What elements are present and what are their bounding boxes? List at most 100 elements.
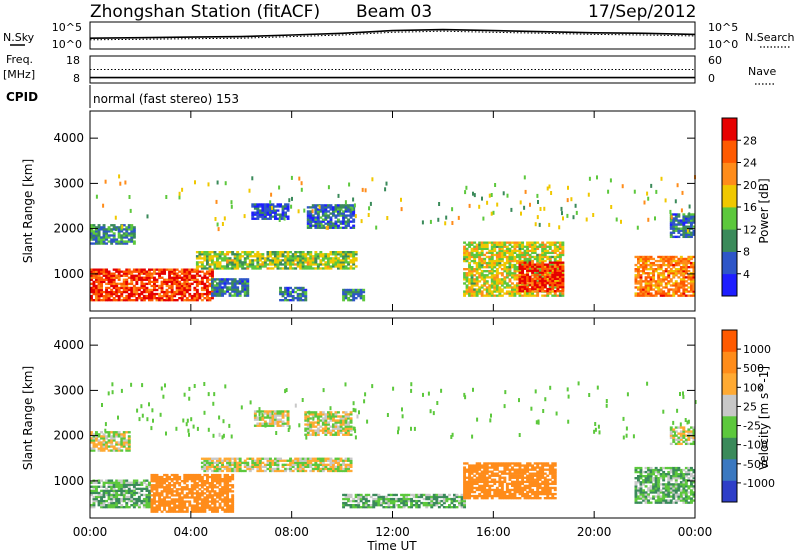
- heatmap-cell: [649, 278, 653, 281]
- heatmap-cell: [311, 429, 315, 432]
- heatmap-cell: [243, 286, 247, 289]
- heatmap-cell: [200, 461, 204, 465]
- heatmap-cell: [97, 443, 101, 446]
- heatmap-cell: [518, 249, 522, 253]
- heatmap-cell: [324, 459, 328, 462]
- heatmap-cell: [146, 214, 149, 219]
- heatmap-cell: [137, 487, 141, 491]
- heatmap-cell: [206, 494, 209, 497]
- heatmap-cell: [357, 497, 361, 501]
- heatmap-cell: [367, 504, 371, 507]
- heatmap-cell: [90, 276, 93, 279]
- heatmap-cell: [286, 422, 290, 425]
- heatmap-cell: [211, 475, 214, 479]
- heatmap-cell: [339, 465, 343, 469]
- heatmap-cell: [178, 290, 182, 294]
- heatmap-cell: [311, 259, 315, 262]
- heatmap-cell: [97, 242, 101, 245]
- heatmap-cell: [321, 413, 325, 416]
- heatmap-cell: [145, 290, 149, 294]
- heatmap-cell: [493, 247, 497, 251]
- heatmap-cell: [97, 297, 101, 300]
- heatmap-cell: [485, 292, 489, 295]
- heatmap-cell: [125, 447, 129, 450]
- heatmap-cell: [112, 447, 116, 450]
- heatmap-cell: [170, 288, 174, 292]
- heatmap-cell: [241, 290, 245, 293]
- heatmap-cell: [281, 414, 285, 417]
- heatmap-cell: [546, 294, 550, 297]
- heatmap-cell: [687, 233, 691, 236]
- heatmap-cell: [263, 217, 267, 220]
- heatmap-cell: [521, 275, 525, 279]
- heatmap-cell: [110, 282, 114, 286]
- heatmap-cell: [211, 251, 214, 254]
- heatmap-cell: [183, 282, 187, 286]
- heatmap-cell: [364, 495, 368, 499]
- heatmap-cell: [206, 461, 209, 465]
- heatmap-cell: [493, 280, 497, 283]
- heatmap-cell: [480, 290, 484, 293]
- heatmap-cell: [306, 226, 310, 229]
- heatmap-cell: [682, 290, 686, 293]
- heatmap-cell: [664, 284, 668, 287]
- heatmap-cell: [556, 273, 560, 277]
- heatmap-cell: [500, 259, 504, 263]
- heatmap-cell: [155, 475, 159, 479]
- heatmap-cell: [306, 459, 310, 462]
- heatmap-cell: [208, 272, 212, 275]
- heatmap-cell: [263, 265, 267, 268]
- heatmap-cell: [226, 267, 230, 270]
- heatmap-cell: [188, 490, 192, 493]
- heatmap-cell: [692, 255, 696, 259]
- heatmap-cell: [306, 427, 310, 430]
- heatmap-cell: [165, 294, 169, 298]
- heatmap-cell: [251, 211, 255, 214]
- heatmap-cell: [158, 272, 162, 275]
- heatmap-cell: [132, 506, 136, 509]
- heatmap-cell: [327, 429, 330, 432]
- heatmap-cell: [180, 294, 184, 298]
- heatmap-cell: [190, 276, 194, 279]
- heatmap-cell: [95, 228, 98, 231]
- heatmap-cell: [231, 288, 235, 291]
- heatmap-cell: [495, 259, 499, 263]
- heatmap-cell: [178, 500, 182, 503]
- heatmap-cell: [110, 495, 114, 499]
- heatmap-cell: [339, 463, 343, 467]
- heatmap-cell: [173, 473, 177, 477]
- heatmap-cell: [213, 508, 217, 511]
- heatmap-cell: [211, 278, 214, 281]
- heatmap-cell: [551, 294, 555, 297]
- heatmap-cell: [475, 282, 479, 285]
- heatmap-cell: [130, 228, 134, 231]
- heatmap-cell: [516, 249, 519, 253]
- heatmap-cell: [526, 294, 530, 297]
- heatmap-cell: [117, 240, 121, 243]
- heatmap-cell: [100, 447, 104, 450]
- heatmap-cell: [193, 288, 197, 292]
- heatmap-cell: [188, 473, 192, 477]
- heatmap-cell: [316, 212, 320, 215]
- heatmap-cell: [288, 198, 291, 203]
- heatmap-cell: [125, 268, 129, 271]
- heatmap-cell: [150, 500, 154, 503]
- heatmap-cell: [145, 483, 149, 486]
- heatmap-cell: [115, 501, 119, 505]
- heatmap-cell: [100, 270, 104, 273]
- heatmap-cell: [561, 275, 565, 279]
- heatmap-cell: [349, 433, 353, 436]
- power-colorbar-swatch: [722, 251, 737, 275]
- heatmap-cell: [518, 241, 522, 244]
- heatmap-cell: [112, 224, 116, 227]
- heatmap-cell: [216, 255, 219, 258]
- heatmap-cell: [289, 469, 293, 473]
- heatmap-cell: [490, 247, 494, 251]
- heatmap-cell: [226, 510, 230, 513]
- heatmap-cell: [610, 205, 613, 209]
- heatmap-cell: [130, 234, 134, 237]
- heatmap-cell: [306, 423, 310, 426]
- heatmap-cell: [659, 292, 663, 295]
- heatmap-cell: [206, 257, 209, 260]
- heatmap-cell: [203, 267, 207, 270]
